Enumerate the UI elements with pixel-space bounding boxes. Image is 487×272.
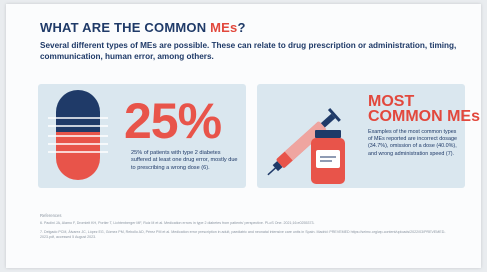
subtitle: Several different types of MEs are possi… [40,40,460,62]
reference: 6. Paolini JA, Alamo F, Dromleit KH, Por… [40,221,460,226]
stat: 25% [124,92,221,150]
page-body: {"header": {"title": {"before": "WHAT AR… [0,0,487,272]
vial [311,130,345,184]
reference: 7. Delgado PCM, Álvarez JC, López EG, Gó… [40,230,460,241]
stat-text: 25% of patients with type 2 diabetes suf… [131,150,241,172]
references-heading: References [40,213,460,218]
syringe-vial-icon [261,86,366,188]
pill-icon [38,84,118,188]
heading-line: MOST [368,94,480,109]
title-text: WHAT ARE THE COMMON [40,20,210,35]
title-accent: MEs [210,20,237,35]
heading-line: COMMON MEs [368,109,480,124]
references: References 6. Paolini JA, Alamo F, Droml… [40,213,460,244]
card-text: Examples of the most common types of MEs… [368,129,458,158]
pill-bottom [56,132,100,180]
title-text: ? [237,20,245,35]
infographic: WHAT ARE THE COMMON MEs? Several differe… [6,4,481,268]
title: WHAT ARE THE COMMON MEs? [40,20,246,35]
